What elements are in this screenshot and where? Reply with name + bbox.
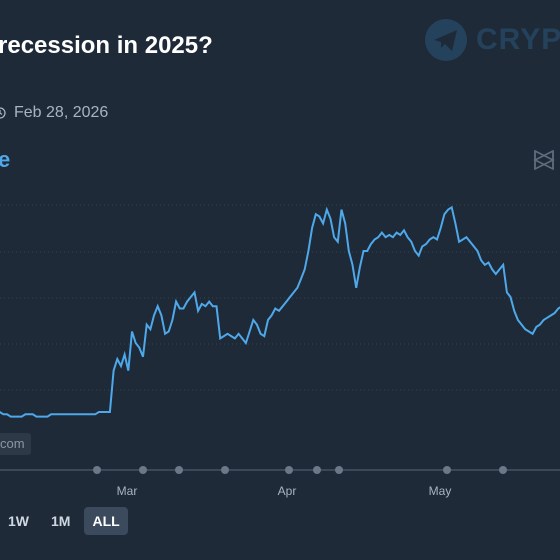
end-date: Feb 28, 2026	[14, 104, 109, 121]
brand-text: CRYP	[476, 23, 560, 56]
x-tick-label: Mar	[117, 484, 138, 498]
x-tick-label: May	[429, 484, 452, 498]
time-slider-dots[interactable]	[93, 466, 507, 474]
site-watermark: com	[0, 433, 31, 455]
brand-watermark: CRYP	[424, 18, 560, 62]
chart-grid	[0, 204, 560, 391]
market-title: recession in 2025?	[0, 32, 213, 59]
slider-dot[interactable]	[443, 466, 451, 474]
range-1m-button[interactable]: 1M	[51, 513, 71, 529]
slider-dot[interactable]	[335, 466, 343, 474]
range-all-button[interactable]: ALL	[84, 507, 128, 535]
clock-icon	[0, 107, 6, 119]
slider-dot[interactable]	[221, 466, 229, 474]
slider-dot[interactable]	[499, 466, 507, 474]
range-selector[interactable]: 1W 1M ALL	[0, 507, 128, 535]
telegram-plane-icon	[425, 19, 467, 61]
slider-dot[interactable]	[285, 466, 293, 474]
x-axis: Mar Apr May	[117, 484, 452, 498]
series-label: e	[0, 147, 11, 172]
slider-dot[interactable]	[313, 466, 321, 474]
end-date-row: Feb 28, 2026	[0, 104, 108, 122]
expand-chart-icon[interactable]	[530, 146, 558, 174]
slider-dot[interactable]	[139, 466, 147, 474]
slider-dot[interactable]	[93, 466, 101, 474]
x-tick-label: Apr	[278, 484, 297, 498]
range-1w-button[interactable]: 1W	[8, 513, 29, 529]
price-line-series	[0, 205, 560, 418]
slider-dot[interactable]	[175, 466, 183, 474]
